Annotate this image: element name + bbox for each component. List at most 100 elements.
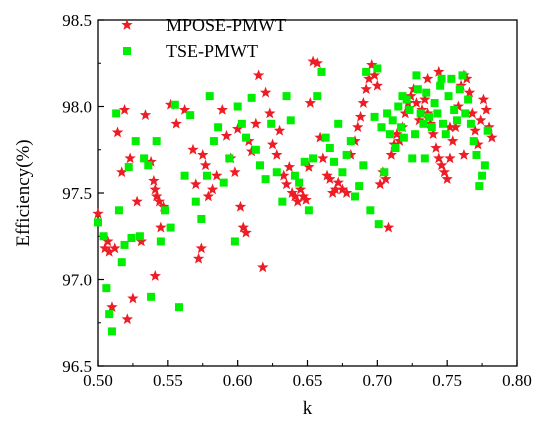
square-point <box>191 197 200 206</box>
star-point <box>192 252 205 264</box>
star-point <box>271 148 283 160</box>
square-point <box>140 154 149 163</box>
square-point <box>377 123 386 132</box>
star-point <box>131 195 143 207</box>
square-point <box>422 88 431 97</box>
star-point <box>382 221 395 233</box>
star-point <box>371 79 384 91</box>
star-point <box>430 142 442 153</box>
tick-labels: 0.50 0.55 0.60 0.65 0.70 0.75 0.80 96.5 97.0 97.5… <box>62 11 532 390</box>
square-point <box>362 67 371 76</box>
star-point <box>237 221 249 233</box>
star-point <box>187 143 199 155</box>
square-point <box>373 64 382 73</box>
star-point <box>206 183 219 195</box>
star-point <box>307 55 319 67</box>
star-point <box>410 97 423 108</box>
square-point <box>437 74 446 83</box>
square-point <box>388 116 397 125</box>
star-point <box>252 69 265 81</box>
square-point <box>461 109 470 118</box>
square-point <box>272 168 281 177</box>
star-point <box>234 200 247 212</box>
star-point <box>157 200 170 212</box>
square-point <box>107 327 116 336</box>
star-point <box>195 242 208 254</box>
square-point <box>166 223 175 232</box>
square-point <box>430 99 439 108</box>
square-point <box>480 161 489 170</box>
star-point <box>374 178 386 190</box>
star-point <box>452 100 465 112</box>
star-point <box>289 190 301 202</box>
star-point <box>259 86 272 98</box>
star-point <box>304 97 316 108</box>
star-point <box>385 148 398 160</box>
square-point <box>402 95 411 104</box>
square-point <box>325 144 334 153</box>
y-tick-label: 98.5 <box>62 11 92 30</box>
star-point <box>139 109 152 120</box>
star-point <box>103 245 115 257</box>
square-point <box>251 145 260 154</box>
square-point <box>321 133 330 142</box>
star-point <box>354 110 367 122</box>
star-point <box>317 152 329 164</box>
square-point <box>413 85 422 94</box>
square-point <box>205 92 214 101</box>
square-point <box>427 123 436 132</box>
star-point <box>433 65 445 77</box>
star-point <box>303 161 315 172</box>
square-point <box>114 206 123 215</box>
square-point <box>102 284 111 293</box>
star-point <box>99 242 111 254</box>
star-point <box>118 103 131 115</box>
star-point <box>286 187 298 198</box>
star-point <box>352 121 364 133</box>
square-point <box>120 240 129 249</box>
star-point <box>433 152 445 164</box>
square-point <box>247 93 256 102</box>
square-point <box>405 105 414 114</box>
star-point <box>474 114 487 126</box>
star-point <box>444 152 456 164</box>
star-point <box>266 138 279 150</box>
x-tick-label: 0.65 <box>293 371 323 390</box>
star-point <box>477 93 490 105</box>
star-point <box>145 155 157 167</box>
star-point <box>283 161 296 172</box>
star-point <box>393 135 406 146</box>
square-point <box>94 218 102 227</box>
square-point <box>317 67 326 76</box>
square-point <box>261 175 270 184</box>
star-point <box>314 131 326 143</box>
star-point <box>340 187 353 198</box>
x-tick-label: 0.80 <box>502 371 532 390</box>
star-point <box>329 183 342 195</box>
star-point <box>121 313 134 325</box>
star-point <box>199 159 212 171</box>
star-point <box>111 126 124 138</box>
star-point <box>472 138 484 150</box>
square-point <box>441 130 450 139</box>
star-point <box>391 128 403 140</box>
square-point <box>419 119 428 128</box>
square-point <box>391 144 400 153</box>
square-point <box>411 130 420 139</box>
square-point <box>180 171 189 180</box>
data-points <box>92 55 498 336</box>
square-point <box>385 130 394 139</box>
star-point <box>463 86 476 98</box>
star-point <box>148 174 160 186</box>
star-point <box>106 301 118 313</box>
series-star <box>92 55 498 325</box>
square-point <box>144 161 153 170</box>
star-point <box>458 148 470 160</box>
square-point <box>394 102 403 111</box>
square-point <box>399 133 408 142</box>
square-point <box>131 137 140 146</box>
square-point <box>147 292 156 301</box>
star-point <box>321 169 333 181</box>
star-point <box>297 190 310 202</box>
